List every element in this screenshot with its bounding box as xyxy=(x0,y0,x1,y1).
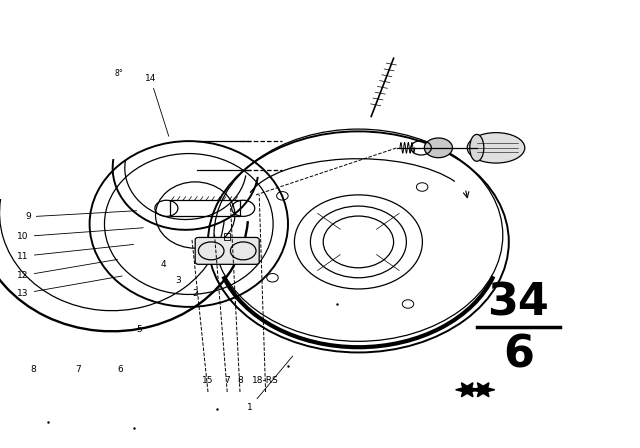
Text: 7: 7 xyxy=(76,365,81,374)
Text: 10: 10 xyxy=(17,228,143,241)
Text: 6: 6 xyxy=(118,365,123,374)
Text: 18-RS: 18-RS xyxy=(252,376,279,385)
Text: 8: 8 xyxy=(237,376,243,385)
Text: 5: 5 xyxy=(137,325,142,334)
Text: 1: 1 xyxy=(247,356,292,412)
Text: 12: 12 xyxy=(17,259,118,280)
Text: 9: 9 xyxy=(25,211,137,221)
Polygon shape xyxy=(472,383,495,397)
Ellipse shape xyxy=(467,133,525,163)
Text: 34: 34 xyxy=(488,282,549,325)
Text: 13: 13 xyxy=(17,276,122,298)
Text: 8: 8 xyxy=(31,365,36,374)
Text: 8°: 8° xyxy=(114,69,123,78)
Circle shape xyxy=(424,138,452,158)
Text: 14: 14 xyxy=(145,74,169,136)
FancyBboxPatch shape xyxy=(195,237,259,264)
Text: 2: 2 xyxy=(193,289,198,298)
Text: 7: 7 xyxy=(225,376,230,385)
Text: 15: 15 xyxy=(202,376,214,385)
Text: 4: 4 xyxy=(161,260,166,269)
Text: 6: 6 xyxy=(503,334,534,377)
Text: 3: 3 xyxy=(175,276,180,284)
Text: 11: 11 xyxy=(17,245,134,261)
Polygon shape xyxy=(456,383,479,397)
Ellipse shape xyxy=(470,134,484,161)
